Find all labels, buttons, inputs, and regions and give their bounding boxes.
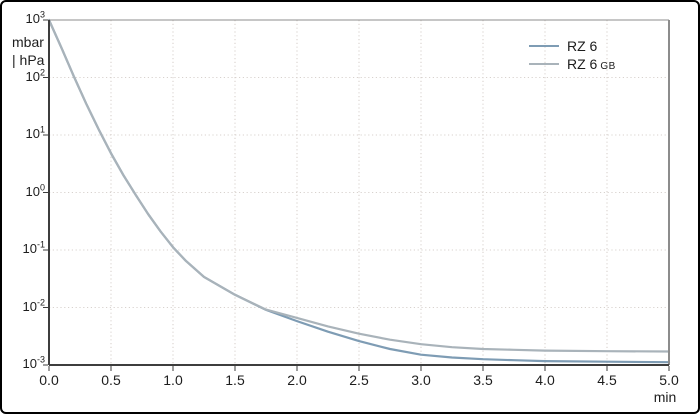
legend-item-rz6: RZ 6: [529, 37, 616, 55]
legend-item-rz6gb: RZ 6 GB: [529, 55, 616, 73]
legend-swatch-rz6gb-line: [529, 63, 559, 65]
legend-swatch-rz6-line: [529, 45, 559, 47]
legend-label-rz6gb: RZ 6 GB: [567, 56, 616, 72]
legend-label-rz6: RZ 6: [567, 38, 598, 54]
legend: RZ 6 RZ 6 GB: [529, 37, 616, 73]
series-line-rz-6-gb: [47, 18, 671, 353]
